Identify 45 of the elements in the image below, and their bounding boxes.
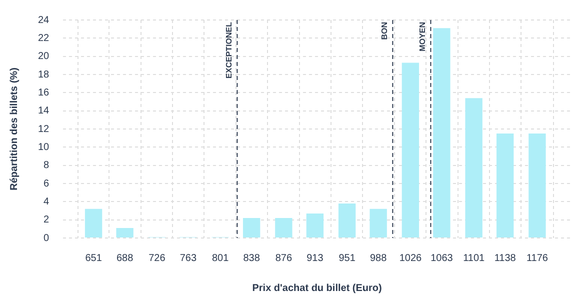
ref-line-label: MOYEN <box>418 22 427 52</box>
bar <box>116 228 134 238</box>
x-tick-label: 876 <box>275 252 292 264</box>
x-tick-label: 763 <box>180 252 197 264</box>
y-tick-label: 16 <box>38 87 50 98</box>
y-tick-label: 12 <box>38 124 50 135</box>
y-tick-label: 10 <box>38 142 50 153</box>
y-tick-label: 8 <box>44 160 50 172</box>
x-tick-label: 801 <box>212 252 230 264</box>
x-tick-label: 651 <box>85 252 102 264</box>
x-tick-label: 726 <box>148 252 166 264</box>
y-tick-label: 20 <box>38 51 50 62</box>
bar <box>306 213 324 238</box>
bar <box>496 134 514 238</box>
x-tick-label: 1138 <box>494 252 516 264</box>
bar <box>433 28 450 238</box>
bar <box>242 218 260 238</box>
ref-line-label: BON <box>380 22 389 40</box>
x-tick-label: 988 <box>370 252 388 264</box>
y-tick-label: 24 <box>38 14 50 26</box>
bar <box>338 203 356 238</box>
x-tick-label: 838 <box>243 252 260 264</box>
y-tick-label: 0 <box>44 232 50 244</box>
bar <box>528 134 546 238</box>
y-tick-label: 22 <box>38 32 50 44</box>
bar <box>84 208 102 238</box>
x-tick-label: 1176 <box>526 252 548 264</box>
y-tick-label: 6 <box>44 178 50 190</box>
ref-line-label: EXCEPTIONEL <box>224 22 234 78</box>
bar <box>402 62 420 238</box>
x-tick-label: 1101 <box>463 252 486 264</box>
y-tick-label: 2 <box>44 214 50 226</box>
x-tick-label: 688 <box>116 252 134 264</box>
bar <box>275 218 292 238</box>
y-axis-title: Répartition des billets (%) <box>8 68 20 190</box>
y-tick-label: 14 <box>38 106 50 117</box>
y-tick-label: 4 <box>44 196 50 208</box>
bar <box>370 208 387 238</box>
x-tick-label: 913 <box>306 252 324 264</box>
x-tick-label: 951 <box>338 252 356 264</box>
y-tick-label: 18 <box>38 69 50 80</box>
x-tick-label: 1026 <box>399 252 422 264</box>
x-tick-label: 1063 <box>430 252 454 264</box>
bar <box>465 98 482 238</box>
x-axis-title: Prix d'achat du billet (Euro) <box>252 282 382 294</box>
